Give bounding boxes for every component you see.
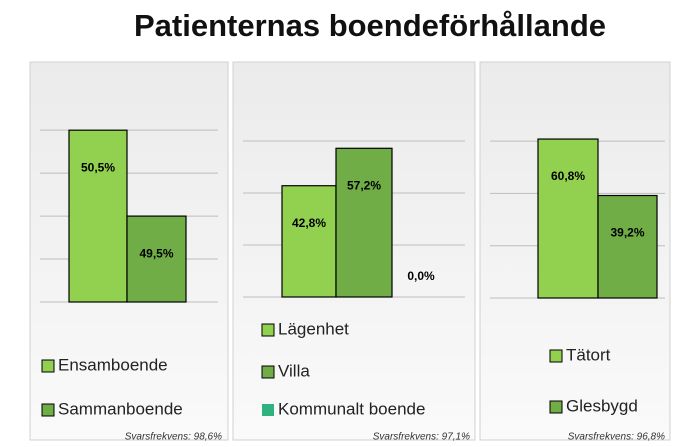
legend-label: Sammanboende bbox=[58, 399, 183, 418]
legend-label: Tätort bbox=[566, 345, 611, 364]
data-label: 42,8% bbox=[292, 216, 326, 230]
bar bbox=[281, 185, 337, 298]
legend-label: Lägenhet bbox=[278, 319, 349, 338]
footnote: Svarsfrekvens: 96,8% bbox=[568, 432, 665, 443]
legend-marker bbox=[262, 404, 274, 416]
legend-label: Kommunalt boende bbox=[278, 399, 425, 418]
legend-marker bbox=[41, 359, 55, 373]
data-label: 60,8% bbox=[551, 169, 585, 183]
bar bbox=[537, 138, 599, 299]
bar bbox=[335, 147, 393, 298]
footnote: Svarsfrekvens: 97,1% bbox=[373, 432, 470, 443]
data-label: 50,5% bbox=[81, 160, 115, 174]
data-label: 49,5% bbox=[139, 246, 173, 260]
data-label: 0,0% bbox=[407, 269, 435, 283]
legend-marker bbox=[261, 323, 275, 337]
bar bbox=[126, 215, 187, 303]
legend-marker bbox=[549, 349, 563, 363]
legend-marker bbox=[549, 400, 563, 414]
legend-marker bbox=[41, 403, 55, 417]
data-label: 57,2% bbox=[347, 178, 381, 192]
bar bbox=[68, 129, 128, 303]
legend-label: Ensamboende bbox=[58, 355, 168, 374]
legend-label: Glesbygd bbox=[566, 396, 638, 415]
footnote: Svarsfrekvens: 98,6% bbox=[125, 432, 222, 443]
chart-title: Patienternas boendeförhållande bbox=[134, 8, 606, 43]
legend-marker bbox=[261, 365, 275, 379]
bar bbox=[597, 194, 658, 299]
legend-label: Villa bbox=[278, 361, 310, 380]
data-label: 39,2% bbox=[610, 226, 644, 240]
